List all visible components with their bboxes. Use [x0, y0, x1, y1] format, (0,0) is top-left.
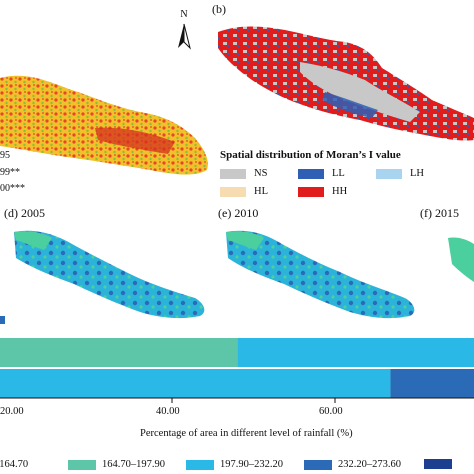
rain-legend-item: 197.90–232.20: [186, 459, 283, 470]
rain-legend-item: [424, 459, 458, 469]
morans-legend-title: Spatial distribution of Moran’s I value: [220, 149, 401, 161]
panel-label-f: (f) 2015: [420, 206, 459, 220]
legend-swatch: [68, 459, 96, 470]
panel-label-d: (d) 2005: [4, 206, 45, 220]
legend-label: LL: [332, 168, 345, 179]
legend-label: 197.90–232.20: [220, 459, 283, 470]
legend-label: 232.20–273.60: [338, 459, 401, 470]
bar-segment: [237, 338, 474, 367]
map-rainfall-2015: [448, 237, 474, 282]
significance-label: 00***: [0, 183, 25, 194]
morans-legend-item: LL: [298, 168, 345, 179]
x-axis-title: Percentage of area in different level of…: [140, 428, 353, 439]
x-tick-label: 20.00: [0, 406, 24, 417]
bar-segment: [0, 338, 238, 367]
bar-segment: [0, 369, 391, 398]
morans-legend-item: NS: [220, 168, 267, 179]
stacked-bar-chart: [0, 338, 474, 398]
map-fragment-c: [0, 316, 5, 324]
legend-swatch: [304, 459, 332, 470]
legend-swatch: [220, 186, 246, 197]
legend-label: NS: [254, 168, 268, 179]
legend-label: 164.70–197.90: [102, 459, 165, 470]
morans-legend-item: LH: [376, 168, 424, 179]
legend-label: LH: [410, 168, 424, 179]
morans-legend-item: HH: [298, 186, 347, 197]
rain-legend-item: 164.70–197.90: [68, 459, 165, 470]
rain-legend-item: 232.20–273.60: [304, 459, 401, 470]
legend-label: HL: [254, 186, 268, 197]
legend-label: HH: [332, 186, 348, 197]
legend-swatch: [186, 459, 214, 470]
map-rainfall-2005: [14, 230, 205, 319]
north-arrow-icon: [178, 23, 191, 50]
legend-swatch: [424, 459, 452, 469]
significance-label: 99**: [0, 167, 20, 178]
morans-legend-item: HL: [220, 186, 268, 197]
legend-swatch: [298, 186, 324, 197]
legend-swatch: [298, 168, 324, 179]
legend-swatch: [220, 168, 246, 179]
north-letter: N: [180, 9, 188, 20]
significance-label: 95: [0, 150, 10, 161]
panel-label-e: (e) 2010: [218, 206, 259, 220]
panel-label-b: (b): [212, 2, 226, 16]
map-hotspot-a: [0, 75, 208, 175]
map-morans-i-b: [218, 26, 474, 141]
x-tick-label: 60.00: [319, 406, 343, 417]
legend-label: –164.70: [0, 459, 29, 470]
north-arrow: N: [176, 10, 192, 20]
rain-legend-item: –164.70: [0, 459, 28, 470]
bar-segment: [390, 369, 474, 398]
map-rainfall-2010: [226, 230, 415, 319]
x-tick-label: 40.00: [156, 406, 180, 417]
legend-swatch: [376, 168, 402, 179]
